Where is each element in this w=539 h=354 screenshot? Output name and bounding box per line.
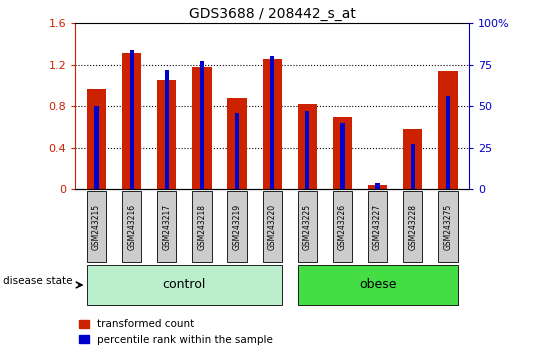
Text: GSM243215: GSM243215 bbox=[92, 204, 101, 250]
Bar bbox=[376, 183, 379, 189]
Text: GSM243220: GSM243220 bbox=[268, 204, 277, 250]
FancyBboxPatch shape bbox=[438, 191, 458, 262]
Text: obese: obese bbox=[359, 279, 396, 291]
Text: GSM243228: GSM243228 bbox=[408, 204, 417, 250]
Bar bbox=[192, 67, 212, 189]
FancyBboxPatch shape bbox=[368, 191, 387, 262]
FancyBboxPatch shape bbox=[333, 191, 352, 262]
Bar bbox=[446, 96, 450, 189]
Text: GSM243275: GSM243275 bbox=[444, 204, 452, 250]
Bar bbox=[368, 185, 387, 189]
Bar bbox=[122, 53, 141, 189]
Bar bbox=[129, 50, 134, 189]
Text: GSM243216: GSM243216 bbox=[127, 204, 136, 250]
Bar bbox=[438, 71, 458, 189]
FancyBboxPatch shape bbox=[227, 191, 247, 262]
Title: GDS3688 / 208442_s_at: GDS3688 / 208442_s_at bbox=[189, 7, 356, 21]
Bar bbox=[235, 113, 239, 189]
FancyBboxPatch shape bbox=[157, 191, 176, 262]
Bar bbox=[298, 104, 317, 189]
Text: GSM243217: GSM243217 bbox=[162, 204, 171, 250]
Text: GSM243227: GSM243227 bbox=[373, 204, 382, 250]
Bar bbox=[165, 70, 169, 189]
Bar bbox=[87, 88, 106, 189]
FancyBboxPatch shape bbox=[122, 191, 141, 262]
FancyBboxPatch shape bbox=[87, 191, 106, 262]
Bar bbox=[94, 106, 99, 189]
FancyBboxPatch shape bbox=[298, 191, 317, 262]
Bar bbox=[305, 111, 309, 189]
Text: disease state: disease state bbox=[3, 276, 72, 286]
Text: GSM243226: GSM243226 bbox=[338, 204, 347, 250]
Text: GSM243218: GSM243218 bbox=[197, 204, 206, 250]
Bar bbox=[157, 80, 176, 189]
Text: GSM243219: GSM243219 bbox=[232, 204, 241, 250]
FancyBboxPatch shape bbox=[192, 191, 212, 262]
FancyBboxPatch shape bbox=[298, 264, 458, 306]
Bar bbox=[227, 98, 247, 189]
Text: control: control bbox=[163, 279, 206, 291]
Bar bbox=[200, 61, 204, 189]
FancyBboxPatch shape bbox=[87, 264, 282, 306]
FancyBboxPatch shape bbox=[403, 191, 423, 262]
Legend: transformed count, percentile rank within the sample: transformed count, percentile rank withi… bbox=[75, 315, 277, 349]
Bar bbox=[262, 59, 282, 189]
Bar bbox=[270, 56, 274, 189]
Bar bbox=[411, 144, 415, 189]
Bar bbox=[403, 129, 423, 189]
FancyBboxPatch shape bbox=[262, 191, 282, 262]
Bar bbox=[340, 123, 344, 189]
Text: GSM243225: GSM243225 bbox=[303, 204, 312, 250]
Bar bbox=[333, 116, 352, 189]
